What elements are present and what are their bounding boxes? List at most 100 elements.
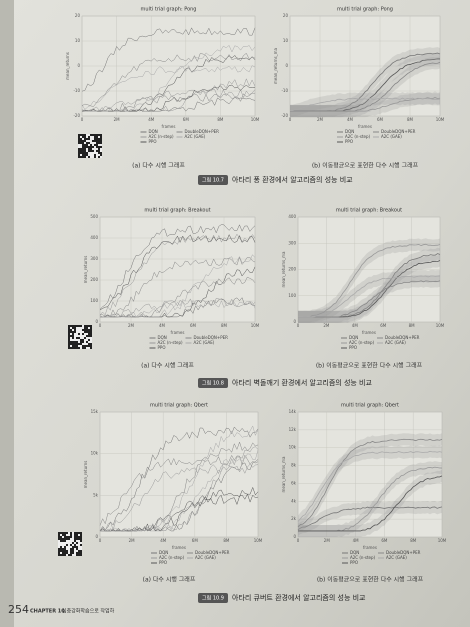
qr-cell [88, 325, 90, 327]
qr-cell [90, 150, 92, 152]
qr-cell [90, 331, 92, 333]
page-edge [0, 0, 14, 627]
x-tick-label: 2M [323, 323, 330, 328]
qr-cell [62, 550, 64, 552]
qr-cell [74, 331, 76, 333]
trial-curve [99, 463, 259, 532]
qr-cell [84, 331, 86, 333]
qr-cell [90, 134, 92, 136]
chapter-label: CHAPTER 10 [30, 609, 65, 615]
qr-cell [80, 343, 82, 345]
qr-cell [92, 140, 94, 142]
qr-cell [80, 150, 82, 152]
qr-cell [68, 325, 70, 327]
qr-cell [68, 554, 70, 556]
qr-cell [64, 548, 66, 550]
qr-cell [100, 146, 102, 148]
qr-cell [62, 532, 64, 534]
qr-cell [80, 538, 82, 540]
qr-cell [78, 138, 80, 140]
qr-cell [92, 134, 94, 136]
qr-cell [80, 138, 82, 140]
caption-text: 아타리 큐버트 환경에서 알고리즘의 성능 비교 [232, 593, 366, 602]
qr-cell [98, 142, 100, 144]
qr-cell [90, 347, 92, 349]
qr-cell [60, 548, 62, 550]
qr-cell [82, 136, 84, 138]
qr-cell [60, 536, 62, 538]
trial-curve [297, 438, 443, 528]
y-tick-label: 10k [289, 445, 297, 450]
qr-cell [72, 325, 74, 327]
qr-cell [88, 138, 90, 140]
qr-cell [80, 325, 82, 327]
page-number: 254 [8, 603, 29, 616]
y-tick-label: 0 [285, 63, 288, 68]
y-tick-label: 20 [75, 13, 81, 18]
qr-cell [96, 150, 98, 152]
qr-cell [64, 534, 66, 536]
qr-cell [58, 538, 60, 540]
x-tick-label: 0 [81, 117, 84, 122]
qr-cell [78, 156, 80, 158]
qr-cell [100, 134, 102, 136]
qr-cell [78, 136, 80, 138]
legend-label: DoubleDQN+PER [381, 129, 416, 134]
qr-cell [76, 542, 78, 544]
y-tick-label: 300 [288, 240, 296, 245]
qr-cell [70, 544, 72, 546]
qr-cell [70, 548, 72, 550]
y-tick-label: 2k [291, 516, 297, 521]
trial-curve [99, 299, 256, 318]
qr-cell [60, 554, 62, 556]
qr-cell [80, 134, 82, 136]
qr-cell [78, 134, 80, 136]
legend-label: A2C (n-step) [349, 340, 375, 345]
subcaption-b: (b) 이동평균으로 표현한 다수 시행 그래프 [312, 162, 419, 170]
caption-badge [198, 378, 228, 388]
qr-cell [86, 345, 88, 347]
x-tick-label: 6M [377, 117, 384, 122]
qr-cell [78, 347, 80, 349]
qr-cell [80, 341, 82, 343]
confidence-band [298, 238, 440, 323]
legend-label: A2C (GAE) [381, 134, 402, 139]
y-tick-label: 10k [91, 451, 99, 456]
legend-label: PPO [159, 560, 167, 565]
qr-cell [100, 154, 102, 156]
qr-cell [66, 532, 68, 534]
qr-cell [58, 554, 60, 556]
qr-cell [70, 341, 72, 343]
qr-cell [74, 546, 76, 548]
y-tick-label: 6k [291, 480, 297, 485]
qr-cell [80, 532, 82, 534]
qr-cell [78, 536, 80, 538]
y-tick-label: 20 [283, 13, 289, 18]
trial-curve [82, 78, 256, 112]
qr-cell [98, 148, 100, 150]
qr-cell [90, 333, 92, 335]
trial-curve [81, 52, 256, 107]
qr-cell [70, 343, 72, 345]
trial-curve [297, 506, 443, 531]
qr-cell [98, 140, 100, 142]
qr-cell [72, 546, 74, 548]
qr-cell [84, 148, 86, 150]
caption-label: 그림 10.8 [202, 380, 224, 387]
x-tick-label: 10M [436, 117, 445, 122]
y-tick-label: 14k [289, 409, 297, 414]
qr-cell [68, 538, 70, 540]
qr-cell [88, 142, 90, 144]
legend-label: A2C (GAE) [386, 555, 407, 560]
x-tick-label: 2M [128, 323, 135, 328]
legend-label: DQN [159, 550, 168, 555]
plot-area [297, 411, 443, 538]
confidence-band [298, 247, 440, 323]
qr-cell [78, 148, 80, 150]
trial-curve [81, 84, 256, 112]
x-tick-label: 4M [160, 538, 167, 543]
qr-cell [76, 536, 78, 538]
trial-curve [81, 55, 256, 112]
qr-cell [80, 552, 82, 554]
trial-curve [99, 297, 256, 318]
